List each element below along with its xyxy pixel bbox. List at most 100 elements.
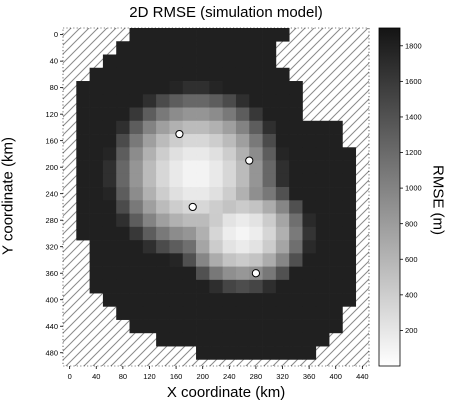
heatmap-cell	[156, 253, 170, 267]
heatmap-cell	[262, 346, 277, 360]
heatmap-cell	[249, 94, 263, 108]
heatmap-cell	[182, 293, 197, 307]
heatmap-cell	[275, 279, 290, 294]
heatmap-cell	[289, 147, 303, 161]
heatmap-cell	[89, 226, 104, 241]
heatmap-cell	[315, 187, 330, 201]
heatmap-cell	[156, 28, 170, 42]
heatmap-cell	[156, 173, 170, 188]
heatmap-cell	[315, 160, 330, 175]
heatmap-cell	[262, 319, 277, 334]
heatmap-cell	[262, 81, 277, 95]
heatmap-cell	[209, 81, 223, 95]
heatmap-cell	[315, 200, 330, 214]
heatmap-cell	[182, 332, 197, 347]
heatmap-cell	[342, 253, 357, 267]
heatmap-cell	[182, 28, 197, 42]
heatmap-cell	[249, 200, 263, 214]
heatmap-cell	[235, 306, 250, 320]
heatmap-cell	[169, 28, 184, 42]
heatmap-cell	[302, 253, 317, 267]
heatmap-cell	[182, 134, 197, 148]
heatmap-cell	[129, 67, 144, 82]
heatmap-cell	[222, 200, 237, 214]
heatmap-cell	[315, 293, 330, 307]
heatmap-cell	[156, 266, 170, 281]
heatmap-cell	[142, 54, 157, 69]
colorbar-tick-label: 1600	[405, 77, 422, 86]
heatmap-cell	[129, 173, 144, 188]
heatmap-cell	[289, 279, 303, 294]
heatmap-cell	[222, 173, 237, 188]
heatmap-cell	[102, 253, 117, 267]
heatmap-cell	[76, 120, 90, 135]
heatmap-cell	[329, 147, 343, 161]
heatmap-cell	[209, 67, 223, 82]
heatmap-cell	[102, 187, 117, 201]
heatmap-cell	[116, 279, 130, 294]
heatmap-cell	[302, 293, 317, 307]
heatmap-cell	[262, 54, 277, 69]
heatmap-cell	[209, 226, 223, 241]
heatmap-cell	[302, 134, 317, 148]
heatmap-cell	[182, 147, 197, 161]
heatmap-cell	[315, 173, 330, 188]
heatmap-cell	[116, 147, 130, 161]
heatmap-cell	[89, 213, 104, 228]
heatmap-cell	[275, 107, 290, 122]
heatmap-cells	[76, 28, 357, 360]
heatmap-cell	[169, 240, 184, 254]
heatmap-cell	[102, 200, 117, 214]
heatmap-cell	[289, 346, 303, 360]
colorbar-tick-label: 400	[405, 290, 418, 299]
heatmap-cell	[129, 147, 144, 161]
heatmap-cell	[89, 200, 104, 214]
heatmap-cell	[222, 293, 237, 307]
heatmap-cell	[342, 173, 357, 188]
heatmap-cell	[116, 41, 130, 55]
heatmap-cell	[142, 41, 157, 55]
y-tick-label: 120	[45, 110, 58, 119]
heatmap-cell	[196, 226, 210, 241]
heatmap-cell	[169, 293, 184, 307]
colorbar-tick-label: 1800	[405, 41, 422, 50]
heatmap-cell	[302, 240, 317, 254]
heatmap-cell	[209, 54, 223, 69]
heatmap-cell	[275, 28, 290, 42]
colorbar-tick-label: 200	[405, 326, 418, 335]
heatmap-cell	[196, 81, 210, 95]
heatmap-cell	[222, 213, 237, 228]
heatmap-cell	[116, 266, 130, 281]
heatmap-cell	[182, 266, 197, 281]
heatmap-cell	[156, 120, 170, 135]
heatmap-cell	[142, 319, 157, 334]
heatmap-cell	[262, 160, 277, 175]
heatmap-cell	[262, 94, 277, 108]
heatmap-cell	[116, 94, 130, 108]
heatmap-cell	[182, 107, 197, 122]
heatmap-cell	[76, 147, 90, 161]
heatmap-cell	[209, 173, 223, 188]
heatmap-cell	[129, 81, 144, 95]
heatmap-cell	[222, 54, 237, 69]
heatmap-cell	[235, 200, 250, 214]
heatmap-cell	[89, 240, 104, 254]
heatmap-cell	[156, 134, 170, 148]
heatmap-cell	[156, 147, 170, 161]
heatmap-cell	[169, 94, 184, 108]
heatmap-cell	[102, 213, 117, 228]
colorbar-tick-label: 1200	[405, 148, 422, 157]
heatmap-cell	[142, 134, 157, 148]
heatmap-cell	[142, 187, 157, 201]
heatmap-cell	[235, 81, 250, 95]
heatmap-cell	[129, 226, 144, 241]
heatmap-cell	[116, 213, 130, 228]
heatmap-cell	[182, 213, 197, 228]
heatmap-cell	[156, 187, 170, 201]
heatmap-cell	[76, 107, 90, 122]
heatmap-cell	[142, 306, 157, 320]
heatmap-cell	[129, 94, 144, 108]
heatmap-cell	[169, 253, 184, 267]
heatmap-cell	[196, 240, 210, 254]
heatmap-cell	[89, 279, 104, 294]
